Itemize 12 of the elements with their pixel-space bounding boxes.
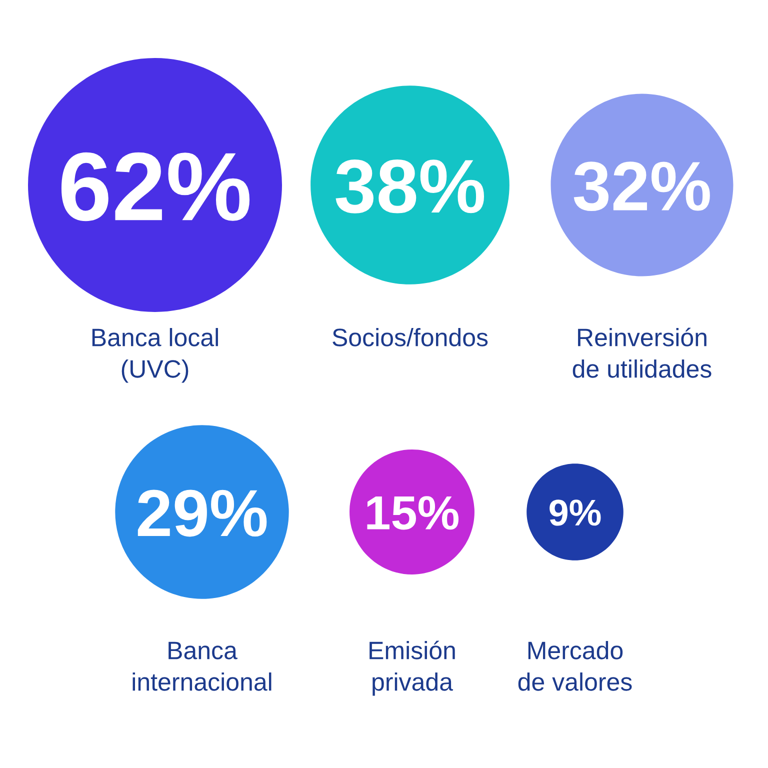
category-label: Banca internacional	[132, 642, 272, 691]
category-label: Socios/fondos	[332, 328, 488, 346]
data-label: 38%	[336, 159, 484, 214]
category-label: Emisión privada	[370, 640, 455, 696]
data-label: 32%	[574, 162, 710, 212]
category-label: Reinversión de utilidades	[572, 328, 712, 378]
data-label: 15%	[367, 496, 458, 530]
category-label: Mercado de valores	[518, 641, 632, 691]
data-label: 29%	[138, 490, 267, 537]
category-label: Banca local (UVC)	[92, 328, 218, 383]
data-label: 62%	[61, 152, 250, 222]
data-label: 9%	[550, 500, 601, 526]
